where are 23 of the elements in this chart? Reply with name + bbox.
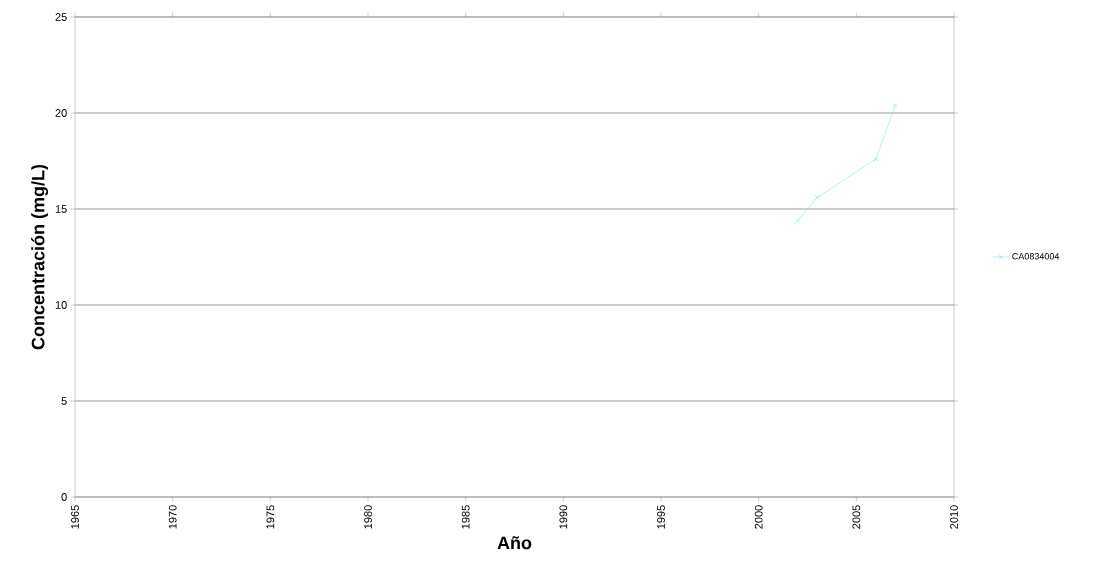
x-tick-label: 2000 [754,505,763,529]
y-tick-label: 0 [61,493,67,501]
x-tick-label: 1995 [657,505,665,529]
y-tick-label: 10 [55,301,67,309]
point [795,218,801,223]
point [814,195,820,200]
x-tick-label: 1970 [168,505,177,529]
x-tick-label: 1975 [266,505,275,529]
x-axis-title: Año [497,536,532,550]
x-tick-label: 2010 [950,505,958,529]
x-tick-label: 1965 [71,505,79,529]
x-tick-label: 2005 [852,505,861,529]
x-tick-label: 1985 [461,505,470,529]
point [873,156,879,162]
legend-label: CA0834004 [1012,253,1060,260]
y-tick-label: 15 [55,205,67,213]
x-tick-label: 1990 [559,505,568,529]
point [893,103,898,108]
x-tick-label: 1980 [364,505,372,529]
y-tick-label: 5 [61,397,67,405]
y-tick-label: 20 [55,109,67,117]
y-tick-label: 25 [55,13,67,21]
y-axis-title: Concentración (mg/L) [31,164,49,350]
